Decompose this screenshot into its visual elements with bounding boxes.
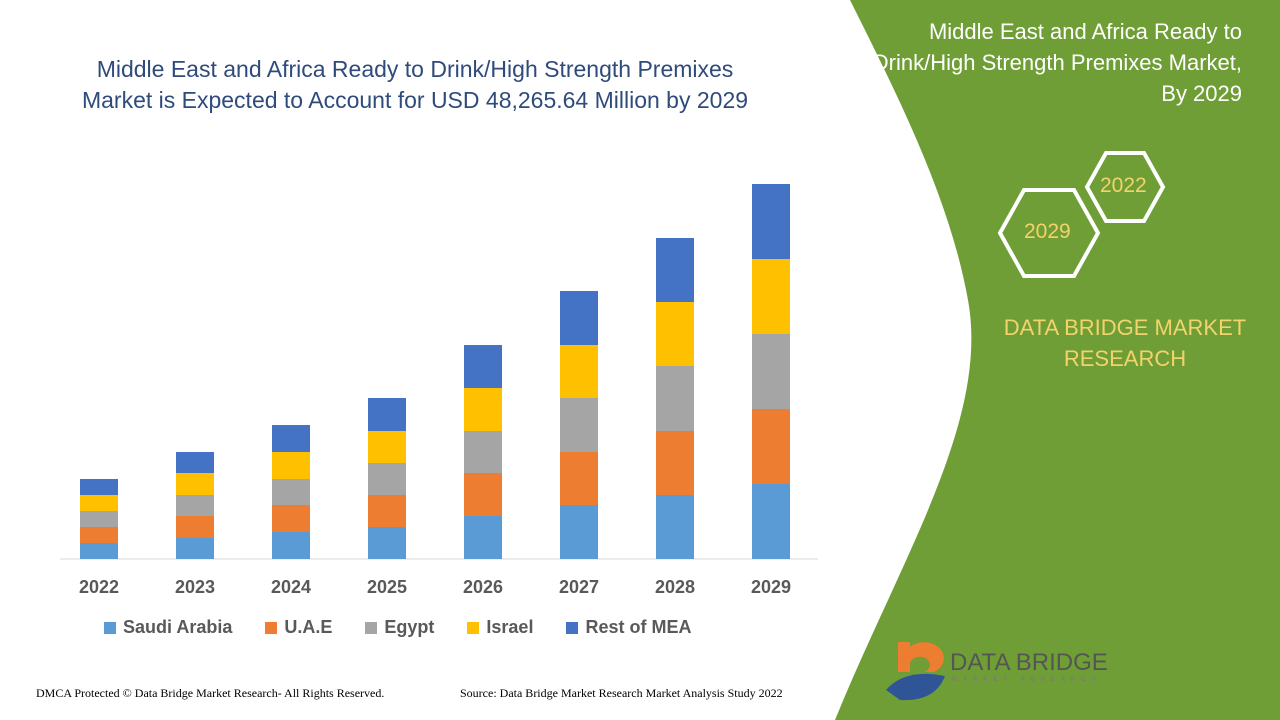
bar-segment-u-a-e-2026 [464, 473, 502, 516]
x-tick-label: 2026 [463, 577, 503, 597]
bar-segment-israel-2027 [560, 345, 598, 398]
bar-segment-israel-2025 [368, 431, 406, 463]
year-2022-label: 2022 [1100, 174, 1147, 197]
x-tick-label: 2028 [655, 577, 695, 597]
legend-label: Rest of MEA [585, 617, 692, 637]
legend-label: U.A.E [284, 617, 333, 637]
x-tick-label: 2025 [367, 577, 407, 597]
bar-segment-egypt-2027 [560, 398, 598, 452]
bar-segment-egypt-2029 [752, 334, 790, 409]
legend-label: Saudi Arabia [123, 617, 233, 637]
footer-source: Source: Data Bridge Market Research Mark… [460, 686, 783, 700]
bar-segment-egypt-2024 [272, 479, 310, 505]
bar-segment-israel-2023 [176, 473, 214, 495]
bar-segment-rest-of-mea-2027 [560, 291, 598, 345]
bar-segment-israel-2026 [464, 388, 502, 431]
x-tick-label: 2023 [175, 577, 215, 597]
x-tick-label: 2022 [79, 577, 119, 597]
legend-item: U.A.E [265, 617, 332, 638]
hexagon-2029 [997, 188, 1101, 278]
legend-swatch [265, 621, 278, 634]
bar-segment-u-a-e-2025 [368, 495, 406, 527]
chart-title: Middle East and Africa Ready to Drink/Hi… [81, 56, 749, 113]
legend-item: Rest of MEA [566, 617, 691, 638]
legend-swatch [104, 621, 116, 634]
bar-segment-egypt-2022 [80, 511, 118, 527]
bar-segment-israel-2024 [272, 452, 310, 479]
side-title: Middle East and Africa Ready to Drink/Hi… [872, 19, 1242, 106]
bar-segment-rest-of-mea-2029 [752, 184, 790, 259]
stacked-bar-chart: 2022 2023 2024 2025 2026 2027 2028 2029 [60, 184, 818, 597]
bar-segment-u-a-e-2023 [176, 516, 214, 538]
bar-segment-rest-of-mea-2026 [464, 345, 502, 388]
bar-segment-rest-of-mea-2023 [176, 452, 214, 473]
year-2029-label: 2029 [1024, 220, 1071, 243]
hexagon-2022 [1084, 151, 1166, 223]
brand-text: DATA BRIDGE MARKET RESEARCH [1003, 315, 1247, 371]
bar-segment-rest-of-mea-2022 [80, 479, 118, 495]
bar-segment-saudi-arabia-2027 [560, 505, 598, 559]
legend-item: Egypt [365, 617, 434, 638]
legend-item: Israel [467, 617, 533, 638]
x-tick-label: 2027 [559, 577, 599, 597]
x-tick-label: 2024 [271, 577, 311, 597]
bar-segment-egypt-2026 [464, 431, 502, 473]
bar-segment-rest-of-mea-2024 [272, 425, 310, 452]
bar-segment-israel-2028 [656, 302, 694, 366]
bar-segment-israel-2029 [752, 259, 790, 334]
bar-segment-saudi-arabia-2025 [368, 527, 406, 559]
legend-swatch [365, 621, 378, 634]
green-panel [835, 0, 1280, 720]
footer-copyright: DMCA Protected © Data Bridge Market Rese… [36, 686, 385, 700]
legend-swatch [566, 621, 579, 634]
x-tick-label: 2029 [751, 577, 791, 597]
logo-name: DATA BRIDGE [950, 649, 1108, 676]
legend: Saudi Arabia U.A.E Egypt Israel Rest of … [104, 617, 724, 638]
bar-segment-egypt-2028 [656, 366, 694, 431]
legend-item: Saudi Arabia [104, 617, 232, 638]
bar-segment-saudi-arabia-2024 [272, 532, 310, 559]
bar-segment-u-a-e-2022 [80, 527, 118, 543]
bar-segment-saudi-arabia-2026 [464, 516, 502, 559]
bar-segment-rest-of-mea-2025 [368, 398, 406, 431]
bar-segment-israel-2022 [80, 495, 118, 511]
bar-segment-u-a-e-2027 [560, 452, 598, 505]
bar-segment-u-a-e-2024 [272, 505, 310, 532]
bar-segment-egypt-2025 [368, 463, 406, 495]
bar-segment-saudi-arabia-2029 [752, 484, 790, 559]
legend-label: Israel [486, 617, 534, 637]
bar-segment-egypt-2023 [176, 495, 214, 516]
legend-swatch [467, 621, 480, 634]
bar-segment-u-a-e-2028 [656, 431, 694, 495]
bar-segment-saudi-arabia-2028 [656, 495, 694, 559]
bar-segment-saudi-arabia-2023 [176, 538, 214, 559]
bar-segment-rest-of-mea-2028 [656, 238, 694, 302]
bar-segment-saudi-arabia-2022 [80, 543, 118, 559]
logo-tagline: MARKET RESEARCH [952, 677, 1102, 683]
bar-segment-u-a-e-2029 [752, 409, 790, 484]
legend-label: Egypt [384, 617, 435, 637]
logo-icon [886, 642, 945, 701]
